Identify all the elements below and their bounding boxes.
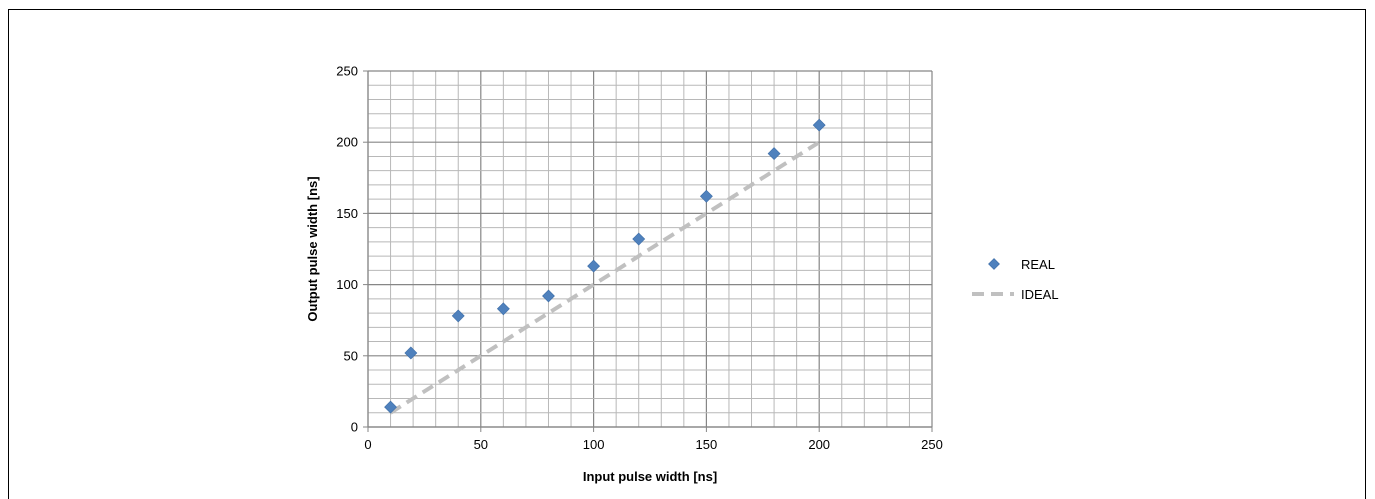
legend-swatch-real xyxy=(988,258,1000,270)
data-point-real xyxy=(542,289,555,303)
data-point-real xyxy=(767,147,781,161)
data-point-real xyxy=(496,302,510,316)
data-point-real xyxy=(632,232,646,246)
series-line-ideal xyxy=(389,140,821,415)
legend-label-real: REAL xyxy=(1021,257,1055,272)
y-tick-label: 250 xyxy=(336,64,358,79)
data-point-real xyxy=(451,309,465,323)
data-point-real xyxy=(404,346,418,360)
data-point-real xyxy=(587,259,601,273)
series xyxy=(384,118,826,415)
legend: REAL IDEAL xyxy=(972,257,1059,302)
y-tick-label: 50 xyxy=(344,348,358,363)
y-axis-title: Output pulse width [ns] xyxy=(305,176,320,321)
y-tick-label: 100 xyxy=(336,277,358,292)
axes xyxy=(363,70,933,432)
grid xyxy=(367,70,933,428)
legend-label-ideal: IDEAL xyxy=(1021,287,1059,302)
x-tick-label: 200 xyxy=(808,437,830,452)
data-point-real xyxy=(384,400,397,414)
x-tick-label: 250 xyxy=(921,437,943,452)
x-tick-label: 100 xyxy=(583,437,605,452)
x-tick-label: 150 xyxy=(696,437,718,452)
x-tick-label: 0 xyxy=(364,437,371,452)
x-tick-label: 50 xyxy=(474,437,488,452)
data-point-real xyxy=(812,118,826,132)
x-axis-title: Input pulse width [ns] xyxy=(583,469,717,484)
y-tick-label: 0 xyxy=(351,420,358,435)
chart-frame xyxy=(8,9,1366,499)
tick-labels: 0 50 100 150 200 250 0 50 100 150 200 250 xyxy=(336,64,943,453)
data-point-real xyxy=(699,189,713,203)
y-tick-label: 200 xyxy=(336,135,358,150)
y-tick-label: 150 xyxy=(336,206,358,221)
